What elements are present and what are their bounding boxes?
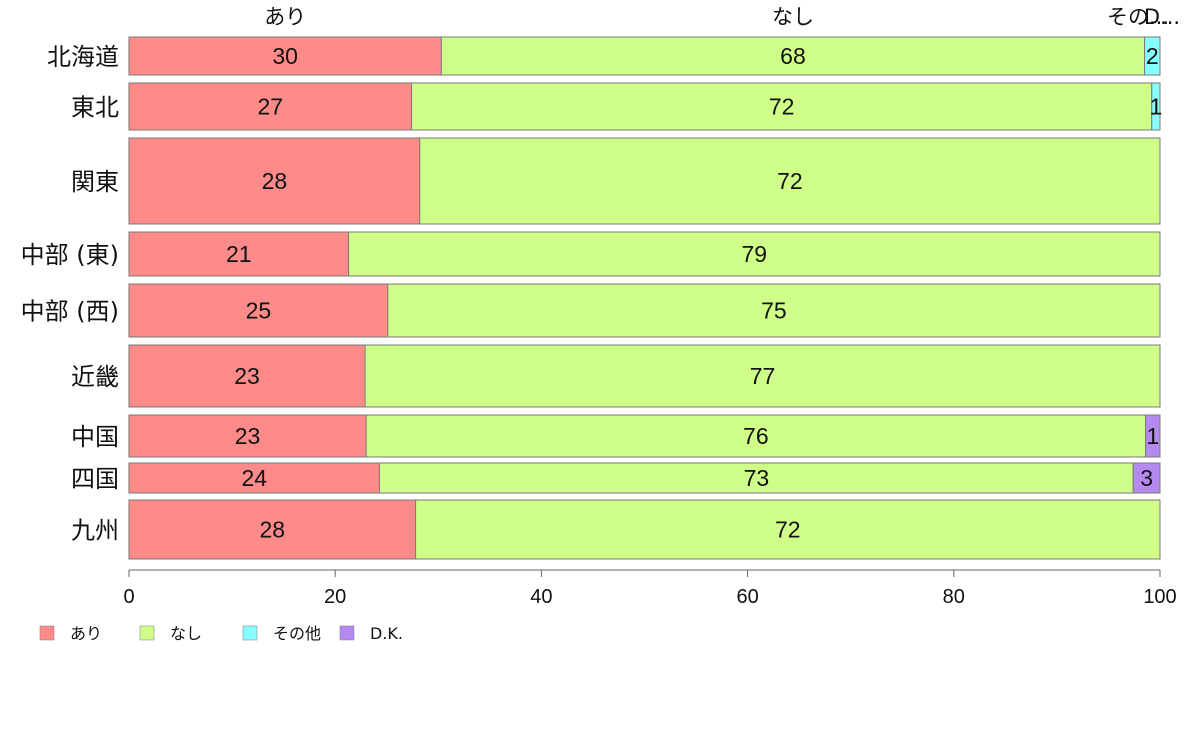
data-label: 73 — [744, 465, 770, 491]
x-tick-label: 100 — [1143, 586, 1176, 608]
legend-swatch — [39, 625, 55, 641]
legend-swatch — [339, 625, 355, 641]
data-label: 3 — [1140, 465, 1153, 491]
bar-segment — [128, 462, 381, 494]
bar-segment — [128, 283, 389, 338]
series-top-labels: あり なし その...D... — [264, 5, 1180, 29]
data-label: 28 — [262, 168, 288, 194]
data-label: 68 — [780, 43, 806, 69]
bar-segment — [128, 36, 442, 76]
bar-segment — [1132, 462, 1161, 494]
category-label: 四国 — [71, 465, 119, 493]
bar-segment — [364, 344, 1161, 408]
data-label: 72 — [777, 168, 803, 194]
data-label: 2 — [1146, 43, 1159, 69]
legend-label: なし — [170, 624, 202, 643]
data-label: 75 — [761, 298, 787, 324]
bar-segment — [1145, 414, 1161, 458]
legend-label: D.K. — [370, 624, 403, 643]
data-label: 25 — [246, 298, 272, 324]
legend-swatch — [242, 625, 258, 641]
data-label: 24 — [241, 465, 267, 491]
bar-segment — [348, 231, 1161, 277]
data-label: 30 — [272, 43, 298, 69]
x-tick-label: 80 — [943, 586, 965, 608]
data-label: 1 — [1146, 423, 1159, 449]
data-label: 77 — [750, 363, 776, 389]
bar-segment — [410, 82, 1153, 131]
data-label: 23 — [234, 363, 260, 389]
bar-segment — [1151, 82, 1161, 131]
bars-group: 北海道 30 68 2 東北 27 72 1 関東 28 72 中部 (東) 21 79 中部 (西) 25 7… — [21, 36, 1162, 560]
x-tick-label: 20 — [324, 586, 346, 608]
data-label: 28 — [260, 517, 286, 543]
data-label: 21 — [226, 241, 252, 267]
data-label: 27 — [257, 94, 283, 120]
x-axis: 0 20 40 60 80 100 — [123, 569, 1177, 608]
bar-segment — [128, 231, 350, 277]
x-tick-label: 40 — [530, 586, 552, 608]
bar-segment — [379, 462, 1134, 494]
category-label: 中部 (東) — [21, 241, 119, 269]
legend-label: あり — [70, 624, 102, 643]
data-label: 79 — [742, 241, 768, 267]
bar-segment — [440, 36, 1146, 76]
data-label: 76 — [743, 423, 769, 449]
bar-segment — [128, 414, 367, 458]
data-label: 72 — [769, 94, 795, 120]
bar-segment — [365, 414, 1147, 458]
bar-segment — [1144, 36, 1161, 76]
x-tick-label: 0 — [123, 586, 134, 608]
legend-label: その他 — [273, 624, 321, 643]
category-label: 九州 — [71, 517, 119, 545]
category-label: 関東 — [71, 168, 119, 196]
bar-segment — [128, 499, 417, 560]
series-top-label: あり — [264, 5, 306, 29]
category-label: 中部 (西) — [21, 298, 119, 326]
legend: あり なし その他 D.K. — [39, 624, 403, 643]
series-top-label: なし — [772, 5, 814, 29]
data-label: 23 — [235, 423, 261, 449]
bar-segment — [128, 137, 421, 225]
data-label: 1 — [1149, 94, 1162, 120]
category-label: 中国 — [71, 423, 119, 451]
data-label: 72 — [775, 517, 801, 543]
category-label: 近畿 — [71, 363, 119, 391]
series-top-label: その... — [1107, 5, 1169, 29]
bar-segment — [128, 344, 366, 408]
x-tick-label: 60 — [736, 586, 758, 608]
category-label: 東北 — [71, 94, 119, 122]
series-top-label: D... — [1144, 5, 1180, 29]
bar-segment — [415, 499, 1161, 560]
legend-swatch — [139, 625, 155, 641]
category-label: 北海道 — [47, 43, 119, 71]
bar-segment — [419, 137, 1161, 225]
bar-segment — [387, 283, 1161, 338]
